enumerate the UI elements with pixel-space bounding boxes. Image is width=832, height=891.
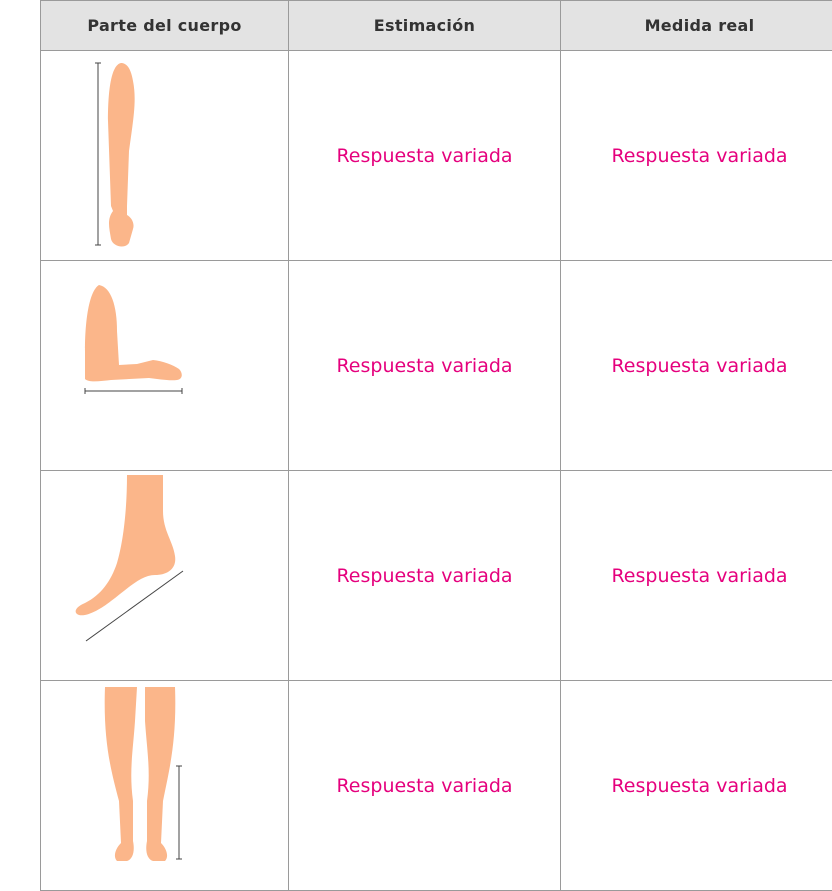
header-row: Parte del cuerpo Estimación Medida real (41, 1, 832, 51)
header-cell: Medida real (561, 1, 832, 51)
table-header: Parte del cuerpo Estimación Medida real (41, 1, 832, 51)
table-row: Respuesta variada Respuesta variada (41, 51, 832, 261)
picture-cell (41, 261, 289, 471)
table-body: Respuesta variada Respuesta variada Resp… (41, 51, 832, 891)
answer-cell: Respuesta variada (561, 681, 832, 891)
header-cell: Parte del cuerpo (41, 1, 289, 51)
answer-cell: Respuesta variada (289, 681, 561, 891)
bent-arm-illustration (41, 261, 289, 470)
header-cell: Estimación (289, 1, 561, 51)
picture-cell (41, 681, 289, 891)
answer-cell: Respuesta variada (289, 51, 561, 261)
answer-cell: Respuesta variada (561, 261, 832, 471)
legs-illustration (41, 681, 289, 890)
table-row: Respuesta variada Respuesta variada (41, 261, 832, 471)
picture-cell (41, 51, 289, 261)
measure-table: Parte del cuerpo Estimación Medida real … (40, 0, 832, 891)
table-row: Respuesta variada Respuesta variada (41, 681, 832, 891)
answer-cell: Respuesta variada (289, 471, 561, 681)
answer-cell: Respuesta variada (289, 261, 561, 471)
foot-illustration (41, 471, 289, 680)
answer-cell: Respuesta variada (561, 51, 832, 261)
picture-cell (41, 471, 289, 681)
answer-cell: Respuesta variada (561, 471, 832, 681)
arm-illustration (41, 51, 289, 260)
table-row: Respuesta variada Respuesta variada (41, 471, 832, 681)
